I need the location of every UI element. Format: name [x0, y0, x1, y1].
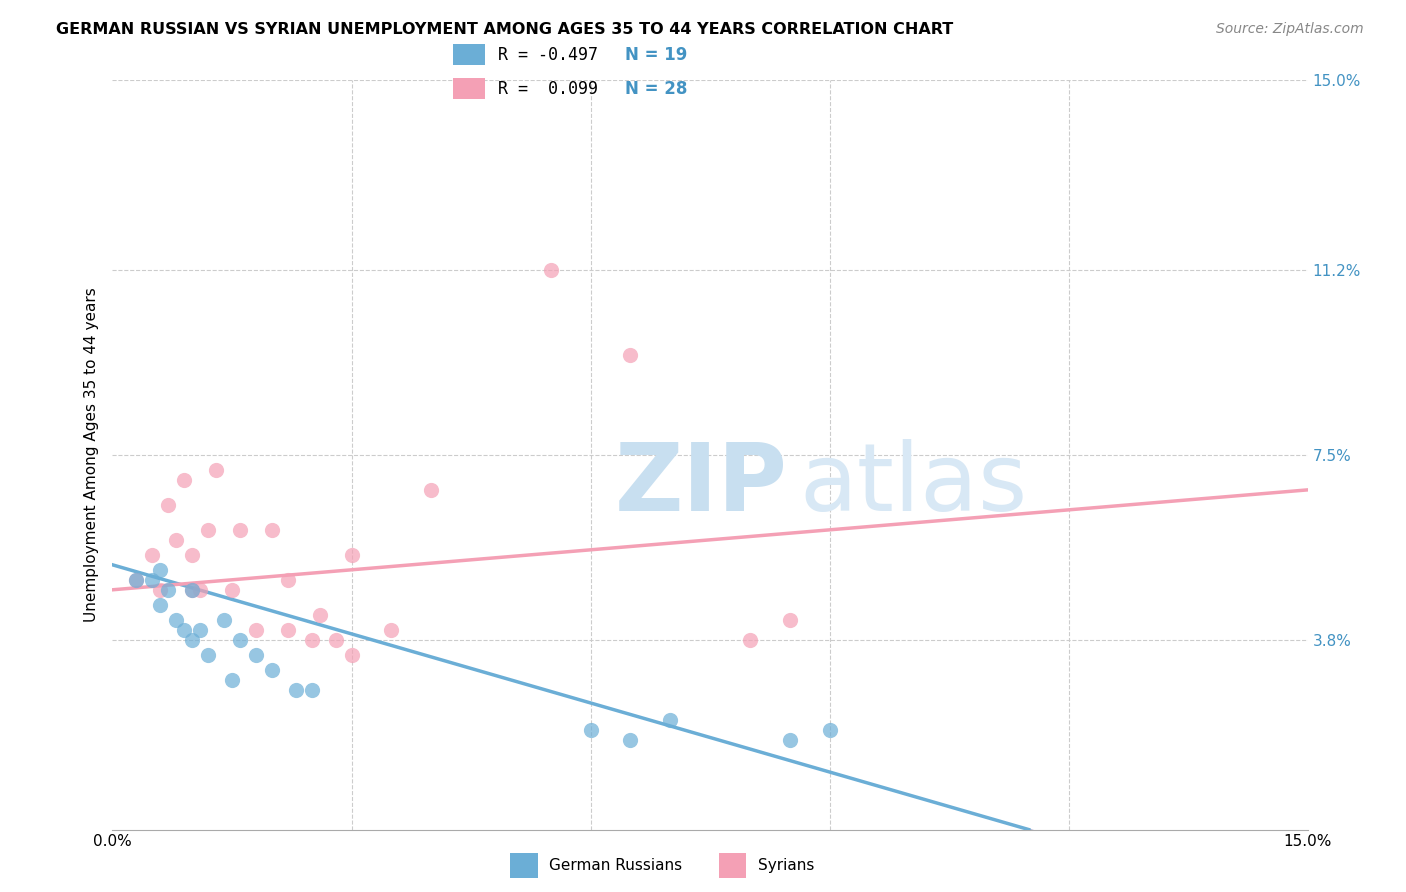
Point: [141, 548, 163, 562]
Bar: [453, 44, 485, 65]
Text: R =  0.099: R = 0.099: [498, 80, 598, 98]
Point: [284, 682, 307, 697]
Point: [173, 623, 195, 637]
Bar: [510, 853, 537, 878]
Point: [308, 607, 330, 622]
Point: [277, 623, 299, 637]
Point: [188, 623, 211, 637]
Text: atlas: atlas: [800, 439, 1028, 531]
Point: [420, 483, 443, 497]
Point: [779, 732, 801, 747]
Point: [188, 582, 211, 597]
Point: [245, 623, 267, 637]
Point: [181, 582, 204, 597]
Text: GERMAN RUSSIAN VS SYRIAN UNEMPLOYMENT AMONG AGES 35 TO 44 YEARS CORRELATION CHAR: GERMAN RUSSIAN VS SYRIAN UNEMPLOYMENT AM…: [56, 22, 953, 37]
Text: N = 19: N = 19: [624, 45, 688, 63]
Point: [165, 533, 187, 547]
Text: Syrians: Syrians: [758, 858, 814, 872]
Point: [229, 523, 252, 537]
Point: [181, 582, 204, 597]
Y-axis label: Unemployment Among Ages 35 to 44 years: Unemployment Among Ages 35 to 44 years: [83, 287, 98, 623]
Point: [149, 582, 172, 597]
Point: [125, 573, 148, 587]
Point: [301, 682, 323, 697]
Point: [340, 548, 363, 562]
Point: [149, 563, 172, 577]
Point: [221, 673, 243, 687]
Text: R = -0.497: R = -0.497: [498, 45, 598, 63]
Bar: [718, 853, 747, 878]
Point: [197, 648, 219, 662]
Point: [619, 348, 641, 362]
Point: [779, 613, 801, 627]
Text: ZIP: ZIP: [614, 439, 787, 531]
Point: [579, 723, 602, 737]
Point: [157, 498, 180, 512]
Point: [165, 613, 187, 627]
Point: [125, 573, 148, 587]
Point: [212, 613, 235, 627]
Bar: [453, 78, 485, 99]
Text: German Russians: German Russians: [550, 858, 682, 872]
Point: [260, 663, 283, 677]
Point: [540, 263, 562, 277]
Point: [141, 573, 163, 587]
Point: [325, 632, 347, 647]
Point: [340, 648, 363, 662]
Point: [157, 582, 180, 597]
Point: [205, 463, 228, 477]
Point: [181, 548, 204, 562]
Point: [301, 632, 323, 647]
Text: N = 28: N = 28: [624, 80, 688, 98]
Point: [181, 632, 204, 647]
Point: [221, 582, 243, 597]
Point: [229, 632, 252, 647]
Point: [149, 598, 172, 612]
Point: [738, 632, 761, 647]
Point: [380, 623, 402, 637]
Point: [277, 573, 299, 587]
Point: [197, 523, 219, 537]
Point: [245, 648, 267, 662]
Point: [619, 732, 641, 747]
Point: [818, 723, 841, 737]
Point: [260, 523, 283, 537]
Point: [173, 473, 195, 487]
Text: Source: ZipAtlas.com: Source: ZipAtlas.com: [1216, 22, 1364, 37]
Point: [659, 713, 682, 727]
